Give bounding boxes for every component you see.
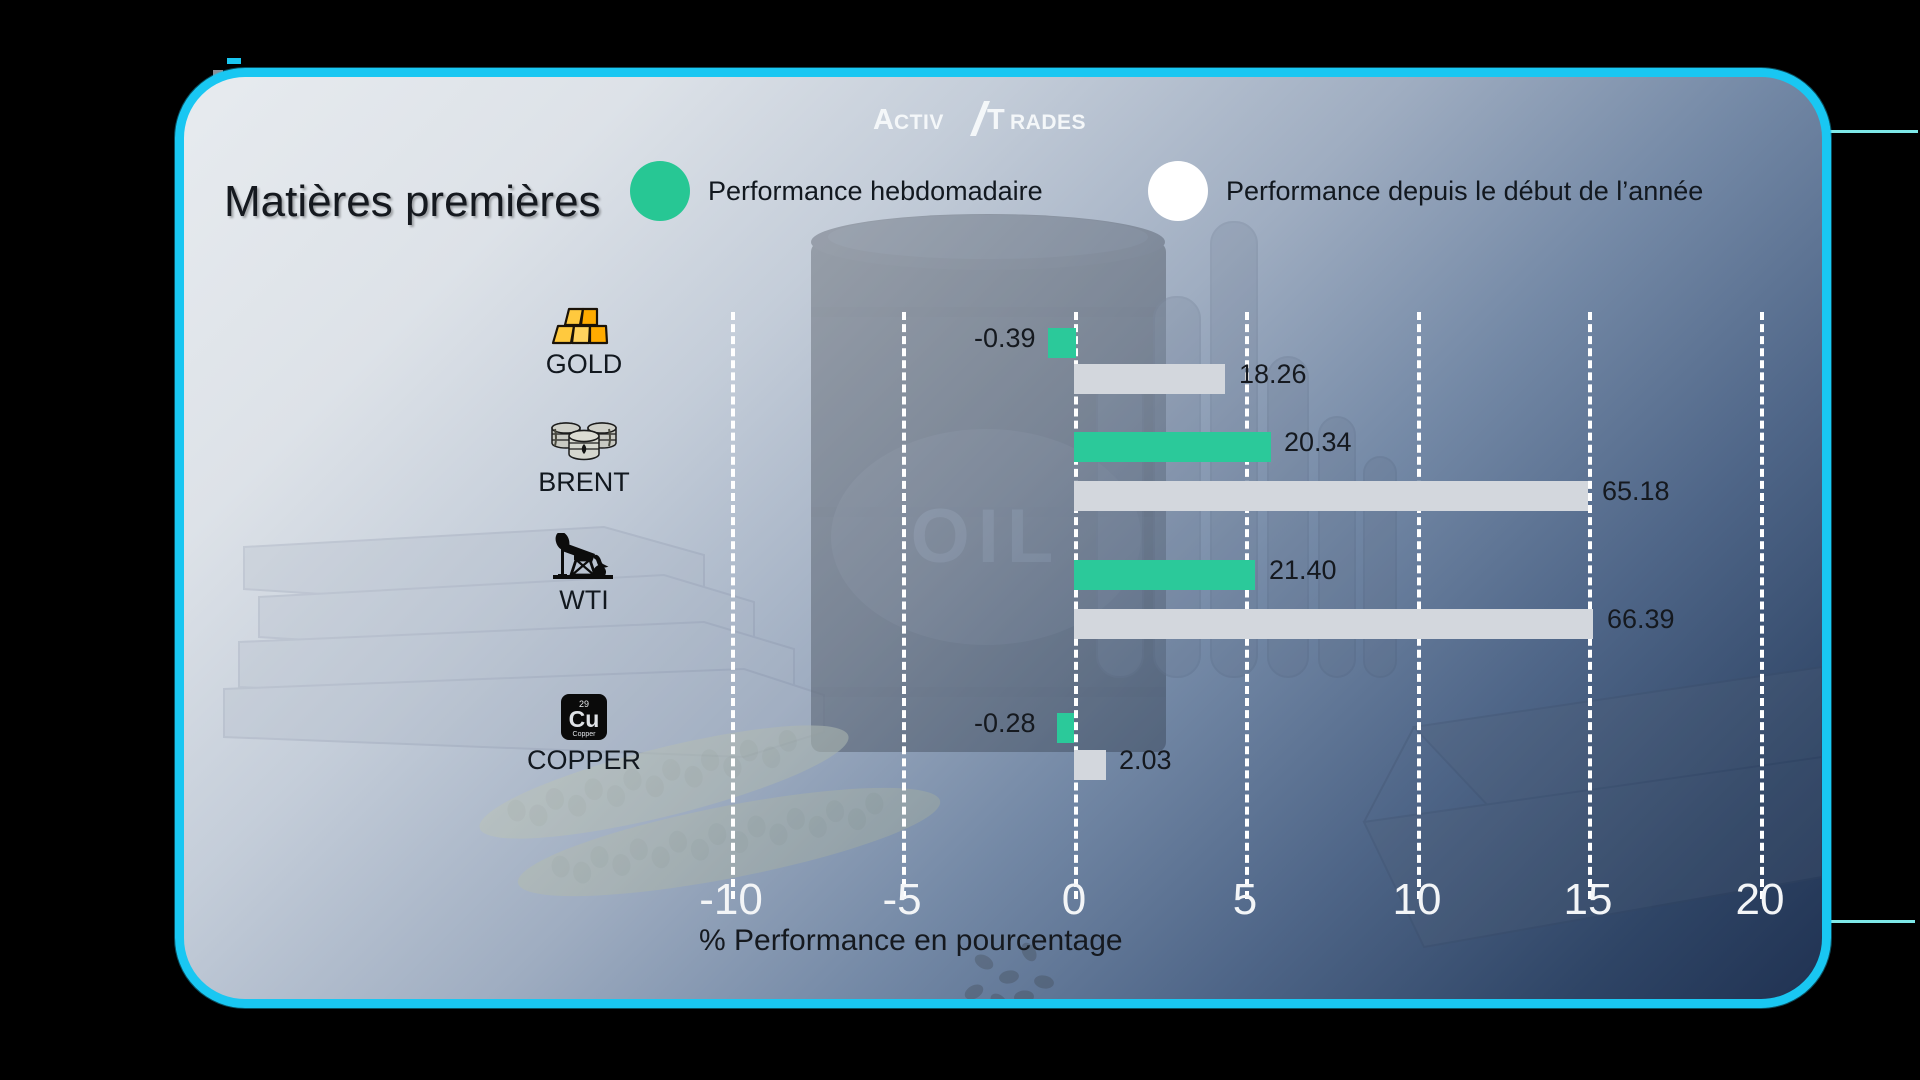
svg-text:T: T xyxy=(987,104,1005,136)
svg-text:RADES: RADES xyxy=(1010,111,1086,134)
svg-text:Copper: Copper xyxy=(573,731,597,738)
svg-text:CTIV: CTIV xyxy=(894,111,944,134)
svg-text:A: A xyxy=(873,104,894,136)
svg-text:OIL: OIL xyxy=(911,494,1062,579)
svg-text:Cu: Cu xyxy=(569,706,600,732)
